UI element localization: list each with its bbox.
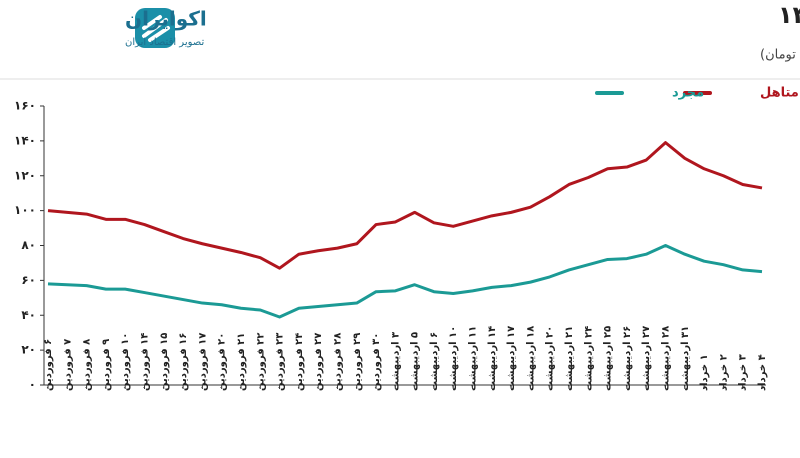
- y-tick-label: ۴۰: [21, 308, 36, 322]
- x-tick-label: ۲۷ اردیبهشت: [641, 326, 652, 391]
- x-tick-label: ۲۶ اردیبهشت: [622, 326, 633, 391]
- x-tick-label: ۲۱ اردیبهشت: [564, 326, 575, 391]
- x-tick-label: ۳۰ فروردین: [371, 333, 382, 391]
- x-tick-label: ۱۷ اردیبهشت: [506, 326, 517, 391]
- logo-name: اکوایران: [125, 7, 207, 31]
- x-tick-label: ۱۴ اردیبهشت: [487, 326, 498, 391]
- x-tick-label: ۴ خرداد: [757, 354, 768, 391]
- y-tick-label: ۱۰۰: [14, 203, 36, 217]
- x-tick-label: ۷ فروردین: [62, 339, 73, 391]
- x-tick-label: ۲۲ فروردین: [255, 333, 266, 391]
- x-tick-label: ۶ فروردین: [43, 339, 54, 391]
- x-tick-label: ۲۴ اردیبهشت: [583, 326, 594, 391]
- y-tick-label: ۱۴۰: [14, 133, 36, 147]
- line-series: [47, 244, 763, 319]
- x-tick-label: ۱۶ فروردین: [178, 333, 189, 391]
- x-tick-label: ۱۸ اردیبهشت: [525, 326, 536, 391]
- x-tick-label: ۲ خرداد: [718, 354, 729, 391]
- x-tick-label: ۱۰ اردیبهشت: [448, 326, 459, 391]
- x-tick-label: ۳ خرداد: [738, 354, 749, 391]
- x-tick-label: ۲۸ اردیبهشت: [661, 326, 672, 391]
- x-tick-label: ۲۹ فروردین: [352, 333, 363, 391]
- x-tick-label: ۱۴ فروردین: [139, 333, 150, 391]
- x-tick-label: ۸ فروردین: [82, 339, 93, 391]
- logo-mark: [142, 15, 170, 42]
- x-tick-label: ۲۰ فروردین: [217, 333, 228, 391]
- y-tick-label: ۱۶۰: [14, 99, 36, 113]
- x-tick-label: ۳ اردیبهشت: [390, 332, 401, 391]
- x-tick-label: ۱۵ فروردین: [159, 333, 170, 391]
- x-tick-label: ۲۷ فروردین: [313, 333, 324, 391]
- y-tick-label: ۱۲۰: [14, 168, 36, 182]
- x-tick-label: ۱ خرداد: [699, 354, 710, 391]
- x-tick-label: ۳۱ اردیبهشت: [680, 326, 691, 391]
- x-tick-label: ۹ فروردین: [101, 339, 112, 391]
- legend-label: متاهل: [760, 86, 799, 101]
- y-tick-label: ۲۰: [21, 343, 36, 357]
- x-tick-label: ۲۰ اردیبهشت: [545, 326, 556, 391]
- x-tick-label: ۲۸ فروردین: [332, 333, 343, 391]
- x-tick-label: ۶ اردیبهشت: [429, 332, 440, 391]
- x-tick-label: ۲۴ فروردین: [294, 333, 305, 391]
- x-tick-label: ۱۱ اردیبهشت: [468, 326, 479, 391]
- y-tick-label: ۶۰: [21, 273, 36, 287]
- x-tick-label: ۵ اردیبهشت: [410, 332, 421, 391]
- y-tick-label: ۸۰: [21, 238, 36, 252]
- y-tick-label: ۰: [29, 378, 36, 392]
- x-tick-label: ۲۱ فروردین: [236, 333, 247, 391]
- x-tick-label: ۲۳ فروردین: [275, 333, 286, 391]
- legend-label: مجرد: [672, 86, 704, 101]
- line-series: [47, 141, 763, 270]
- logo-tagline: تصویر اقتصاد ایران: [125, 37, 204, 48]
- x-tick-label: ۱۰ فروردین: [120, 333, 131, 391]
- x-tick-label: ۱۷ فروردین: [197, 333, 208, 391]
- x-tick-label: ۲۵ اردیبهشت: [603, 326, 614, 391]
- chart-subtitle: (واحد: میلیون تومان): [760, 48, 800, 63]
